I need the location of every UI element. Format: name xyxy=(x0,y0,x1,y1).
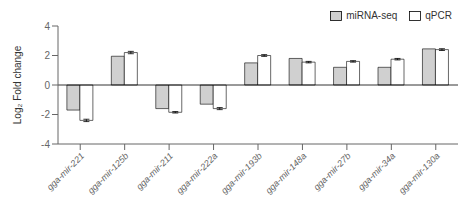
svg-text:gga-mir-130a: gga-mir-130a xyxy=(397,151,442,196)
svg-text:gga-mir-27b: gga-mir-27b xyxy=(312,151,353,192)
svg-text:Log₂ Fold change: Log₂ Fold change xyxy=(12,45,23,124)
html-text:miRNA-seq: miRNA-seq xyxy=(346,10,398,21)
svg-text:gga-mir-221: gga-mir-221 xyxy=(45,151,86,192)
svg-text:gga-mir-211: gga-mir-211 xyxy=(134,151,175,192)
svg-text:gga-mir-193b: gga-mir-193b xyxy=(219,151,264,196)
svg-text:gga-mir-148a: gga-mir-148a xyxy=(264,151,309,196)
svg-text:gga-mir-125b: gga-mir-125b xyxy=(86,151,131,196)
svg-text:0: 0 xyxy=(44,80,50,91)
svg-text:gga-mir-222a: gga-mir-222a xyxy=(175,151,220,196)
html-text:qPCR: qPCR xyxy=(425,10,452,21)
svg-text:gga-mir-34a: gga-mir-34a xyxy=(356,151,397,192)
svg-text:-4: -4 xyxy=(41,139,50,150)
svg-text:4: 4 xyxy=(44,21,50,32)
svg-text:-2: -2 xyxy=(41,109,50,120)
svg-text:2: 2 xyxy=(44,50,50,61)
